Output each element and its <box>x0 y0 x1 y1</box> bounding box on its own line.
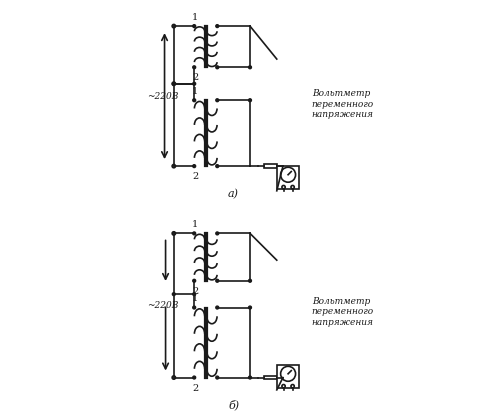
Text: 2: 2 <box>192 172 198 181</box>
Circle shape <box>193 232 196 235</box>
Circle shape <box>248 376 252 379</box>
Circle shape <box>216 165 218 168</box>
Circle shape <box>193 82 196 85</box>
Circle shape <box>216 232 218 235</box>
Circle shape <box>193 99 196 102</box>
Circle shape <box>193 293 196 296</box>
Circle shape <box>216 99 218 102</box>
Circle shape <box>248 66 252 69</box>
Text: б): б) <box>228 400 239 411</box>
Bar <box>277 166 299 189</box>
Circle shape <box>193 306 196 309</box>
Text: ~220В: ~220В <box>147 301 178 310</box>
Circle shape <box>248 279 252 282</box>
Text: 1: 1 <box>192 87 198 96</box>
Circle shape <box>193 279 196 282</box>
Circle shape <box>216 306 218 309</box>
Text: 2: 2 <box>192 287 198 296</box>
Circle shape <box>193 25 196 27</box>
Text: 1: 1 <box>192 220 198 229</box>
Text: 2: 2 <box>192 74 198 82</box>
Circle shape <box>216 376 218 379</box>
Circle shape <box>216 25 218 27</box>
Circle shape <box>193 376 196 379</box>
Circle shape <box>172 293 176 296</box>
Circle shape <box>216 279 218 282</box>
Circle shape <box>193 66 196 69</box>
Circle shape <box>216 66 218 69</box>
Bar <box>277 365 299 388</box>
Bar <box>264 376 278 379</box>
Bar <box>264 164 278 168</box>
Text: 2: 2 <box>192 384 198 393</box>
Circle shape <box>248 306 252 309</box>
Circle shape <box>193 165 196 168</box>
Text: 1: 1 <box>192 13 198 22</box>
Circle shape <box>248 99 252 102</box>
Circle shape <box>172 82 176 85</box>
Text: а): а) <box>228 189 239 199</box>
Text: ~220В: ~220В <box>147 92 178 101</box>
Text: 1: 1 <box>192 295 198 303</box>
Text: Вольтметр
переменного
напряжения: Вольтметр переменного напряжения <box>312 89 374 119</box>
Text: Вольтметр
переменного
напряжения: Вольтметр переменного напряжения <box>312 297 374 327</box>
